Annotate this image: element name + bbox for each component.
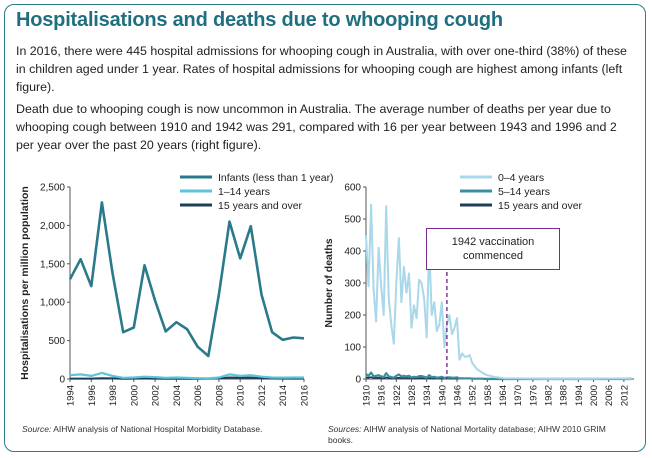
x-tick-label: 2000 (589, 385, 600, 406)
x-tick-label: 1982 (544, 385, 555, 406)
x-tick-label: 1964 (498, 385, 509, 406)
y-axis-label: Number of deaths (323, 238, 335, 327)
x-tick-label: 1958 (483, 385, 494, 406)
x-tick-label: 2010 (236, 385, 247, 406)
x-tick-label: 2008 (214, 385, 225, 406)
x-tick-label: 1952 (468, 385, 479, 406)
x-tick-label: 2004 (172, 385, 183, 406)
y-tick-label: 300 (344, 279, 361, 290)
legend-label-3: 15 years and over (498, 200, 583, 212)
series-line-1 (68, 201, 305, 358)
x-tick-label: 1916 (377, 385, 388, 406)
legend-label-2: 1–14 years (218, 186, 270, 198)
x-tick-label: 2016 (300, 385, 311, 406)
x-tick-label: 1934 (422, 385, 433, 406)
x-tick-label: 1988 (559, 385, 570, 406)
x-tick-label: 2012 (257, 385, 268, 406)
paragraph-deaths: Death due to whooping cough is now uncom… (16, 102, 617, 152)
legend-label-3: 15 years and over (218, 200, 303, 212)
x-tick-label: 2002 (151, 385, 162, 406)
series-line-1 (365, 203, 632, 380)
series-line-2 (365, 371, 632, 381)
x-tick-label: 1946 (453, 385, 464, 406)
left-source-label: Source: (22, 424, 52, 434)
y-tick-label: 1,000 (40, 298, 65, 309)
y-tick-label: 0 (355, 375, 361, 386)
vaccination-annotation-text: 1942 vaccination commenced (451, 236, 535, 262)
x-tick-label: 1996 (87, 385, 98, 406)
paragraph-hospitalisations: In 2016, there were 445 hospital admissi… (16, 44, 627, 94)
y-tick-label: 1,500 (40, 259, 65, 270)
x-tick-label: 1940 (437, 385, 448, 406)
legend-label-1: 0–4 years (498, 172, 544, 184)
y-tick-label: 200 (344, 311, 361, 322)
legend-label-1: Infants (less than 1 year) (218, 172, 334, 184)
x-tick-label: 2006 (604, 385, 615, 406)
legend-label-2: 5–14 years (498, 186, 550, 198)
y-tick-label: 0 (59, 375, 65, 386)
x-tick-label: 1928 (407, 385, 418, 406)
x-tick-label: 2014 (278, 385, 289, 406)
vaccination-annotation: 1942 vaccination commenced (426, 228, 560, 270)
y-tick-label: 100 (344, 343, 361, 354)
x-tick-label: 1994 (66, 385, 77, 406)
left-source-note: Source: AIHW analysis of National Hospit… (22, 424, 322, 435)
left-source-text: AIHW analysis of National Hospital Morbi… (53, 424, 263, 434)
x-tick-label: 1922 (392, 385, 403, 406)
x-tick-label: 2012 (619, 385, 630, 406)
x-tick-label: 1976 (528, 385, 539, 406)
y-tick-label: 2,500 (40, 183, 65, 194)
x-tick-label: 1994 (574, 385, 585, 406)
x-tick-label: 1970 (513, 385, 524, 406)
right-source-label: Sources: (328, 424, 362, 434)
y-tick-label: 600 (344, 183, 361, 194)
x-tick-label: 1910 (362, 385, 373, 406)
y-axis-label: Hospitalisations per million population (19, 186, 31, 380)
y-tick-label: 500 (48, 336, 65, 347)
x-tick-label: 1998 (108, 385, 119, 406)
right-source-note: Sources: AIHW analysis of National Morta… (328, 424, 628, 446)
y-tick-label: 2,000 (40, 221, 65, 232)
x-tick-label: 2006 (193, 385, 204, 406)
page-title: Hospitalisations and deaths due to whoop… (16, 9, 503, 31)
right-source-text: AIHW analysis of National Mortality data… (328, 424, 606, 445)
y-tick-label: 400 (344, 247, 361, 258)
series-line-2 (69, 371, 304, 380)
y-tick-label: 500 (344, 215, 361, 226)
x-tick-label: 2000 (129, 385, 140, 406)
